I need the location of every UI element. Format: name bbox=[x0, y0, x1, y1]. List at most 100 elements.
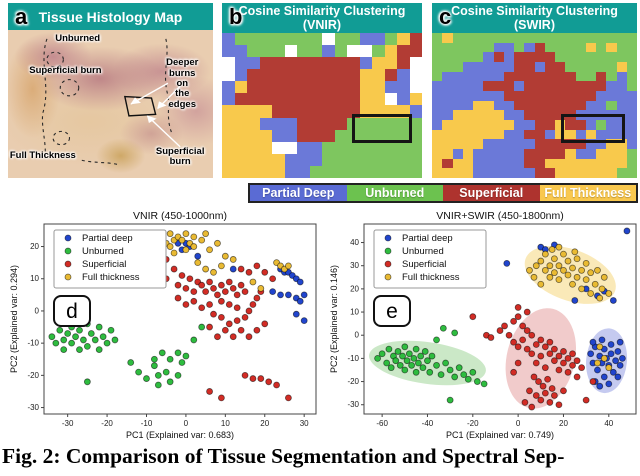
scatter-point bbox=[614, 373, 622, 381]
map-cell bbox=[372, 45, 385, 58]
map-cell bbox=[372, 141, 385, 154]
map-cell bbox=[222, 93, 235, 106]
scatter-point bbox=[564, 368, 572, 376]
map-cell bbox=[347, 45, 360, 58]
scatter-point bbox=[548, 385, 556, 392]
map-cell bbox=[473, 90, 484, 101]
scatter-point bbox=[555, 366, 563, 374]
panel-c-title-line2: (SWIR) bbox=[514, 18, 555, 32]
map-cell bbox=[585, 148, 596, 159]
map-cell bbox=[409, 33, 422, 46]
map-cell bbox=[596, 52, 607, 62]
scatter-point bbox=[170, 265, 178, 273]
map-cell bbox=[575, 119, 586, 130]
map-cell bbox=[284, 165, 297, 178]
scatter-point bbox=[60, 346, 68, 353]
x-tick-label: 20 bbox=[559, 419, 568, 428]
map-cell bbox=[544, 33, 555, 43]
map-cell bbox=[272, 69, 285, 82]
map-cell bbox=[626, 100, 637, 111]
scatter-point bbox=[206, 278, 213, 286]
map-cell bbox=[259, 153, 272, 166]
map-cell bbox=[247, 93, 260, 106]
map-cell bbox=[334, 129, 347, 142]
map-cell bbox=[432, 158, 443, 169]
legend-segment-3: Full Thickness bbox=[539, 185, 636, 201]
scatter-point bbox=[190, 336, 198, 344]
map-cell bbox=[473, 33, 484, 43]
map-cell bbox=[503, 148, 514, 159]
map-cell bbox=[473, 61, 484, 72]
scatter-point bbox=[91, 336, 99, 344]
map-cell bbox=[544, 148, 555, 159]
map-cell bbox=[297, 105, 310, 118]
map-cell bbox=[596, 139, 607, 149]
scatter-point bbox=[178, 272, 186, 279]
scatter-point bbox=[505, 331, 513, 339]
histology-contour bbox=[60, 80, 78, 96]
map-cell bbox=[493, 168, 504, 178]
map-cell bbox=[606, 90, 617, 101]
map-cell bbox=[432, 110, 443, 120]
map-cell bbox=[322, 33, 335, 46]
map-cell bbox=[585, 168, 596, 178]
map-cell bbox=[544, 71, 555, 82]
scatter-point bbox=[532, 392, 540, 399]
x-axis-label: PC1 (Explained var: 0.683) bbox=[126, 430, 234, 440]
scatter-point bbox=[521, 399, 529, 406]
y-axis-label: PC2 (Explained var: 0.294) bbox=[9, 265, 19, 373]
map-cell bbox=[483, 158, 494, 169]
map-cell bbox=[493, 100, 504, 111]
scatter-point bbox=[261, 268, 269, 276]
map-cell bbox=[483, 148, 494, 159]
panel-a-badge: a bbox=[15, 4, 28, 29]
map-cell bbox=[503, 139, 514, 149]
y-tick-label: 10 bbox=[350, 308, 359, 317]
map-cell bbox=[462, 119, 473, 130]
scatter-point bbox=[237, 265, 245, 273]
map-cell bbox=[503, 52, 514, 62]
map-cell bbox=[524, 100, 535, 111]
map-cell bbox=[234, 45, 247, 58]
map-cell bbox=[259, 57, 272, 70]
map-cell bbox=[473, 168, 484, 178]
map-cell bbox=[626, 71, 637, 82]
highlight-rectangle bbox=[352, 114, 412, 144]
map-cell bbox=[234, 57, 247, 70]
histology-label-superficial-burn-top: Superficial burn bbox=[29, 64, 102, 76]
legend-segment-2: Superficial bbox=[443, 185, 540, 201]
scatter-point bbox=[178, 236, 186, 244]
chart-badge-box bbox=[373, 295, 411, 327]
map-cell bbox=[565, 71, 576, 82]
map-cell bbox=[534, 81, 545, 91]
scatter-point bbox=[537, 280, 545, 288]
scatter-point bbox=[253, 326, 261, 334]
map-cell bbox=[322, 105, 335, 118]
scatter-point bbox=[496, 327, 504, 334]
scatter-point bbox=[300, 317, 308, 325]
scatter-point bbox=[598, 336, 606, 344]
map-cell bbox=[565, 81, 576, 91]
x-tick-label: -20 bbox=[467, 419, 479, 428]
legend-marker bbox=[64, 260, 72, 268]
x-tick-label: -30 bbox=[62, 419, 74, 428]
x-tick-label: -10 bbox=[141, 419, 153, 428]
map-cell bbox=[397, 153, 410, 166]
map-cell bbox=[534, 52, 545, 62]
map-cell bbox=[297, 93, 310, 106]
map-cell bbox=[555, 90, 566, 101]
scatter-point bbox=[64, 330, 72, 337]
map-cell bbox=[514, 33, 525, 43]
scatter-point bbox=[233, 317, 241, 325]
legend-segment-0: Partial Deep bbox=[250, 185, 347, 201]
map-cell bbox=[555, 110, 566, 120]
scatter-point bbox=[417, 352, 425, 360]
scatter-point bbox=[150, 355, 158, 363]
scatter-point bbox=[510, 368, 518, 376]
map-cell bbox=[452, 110, 463, 120]
scatter-point bbox=[573, 255, 581, 263]
map-cell bbox=[514, 158, 525, 169]
map-cell bbox=[483, 33, 494, 43]
map-cell bbox=[503, 61, 514, 72]
map-cell bbox=[503, 168, 514, 178]
